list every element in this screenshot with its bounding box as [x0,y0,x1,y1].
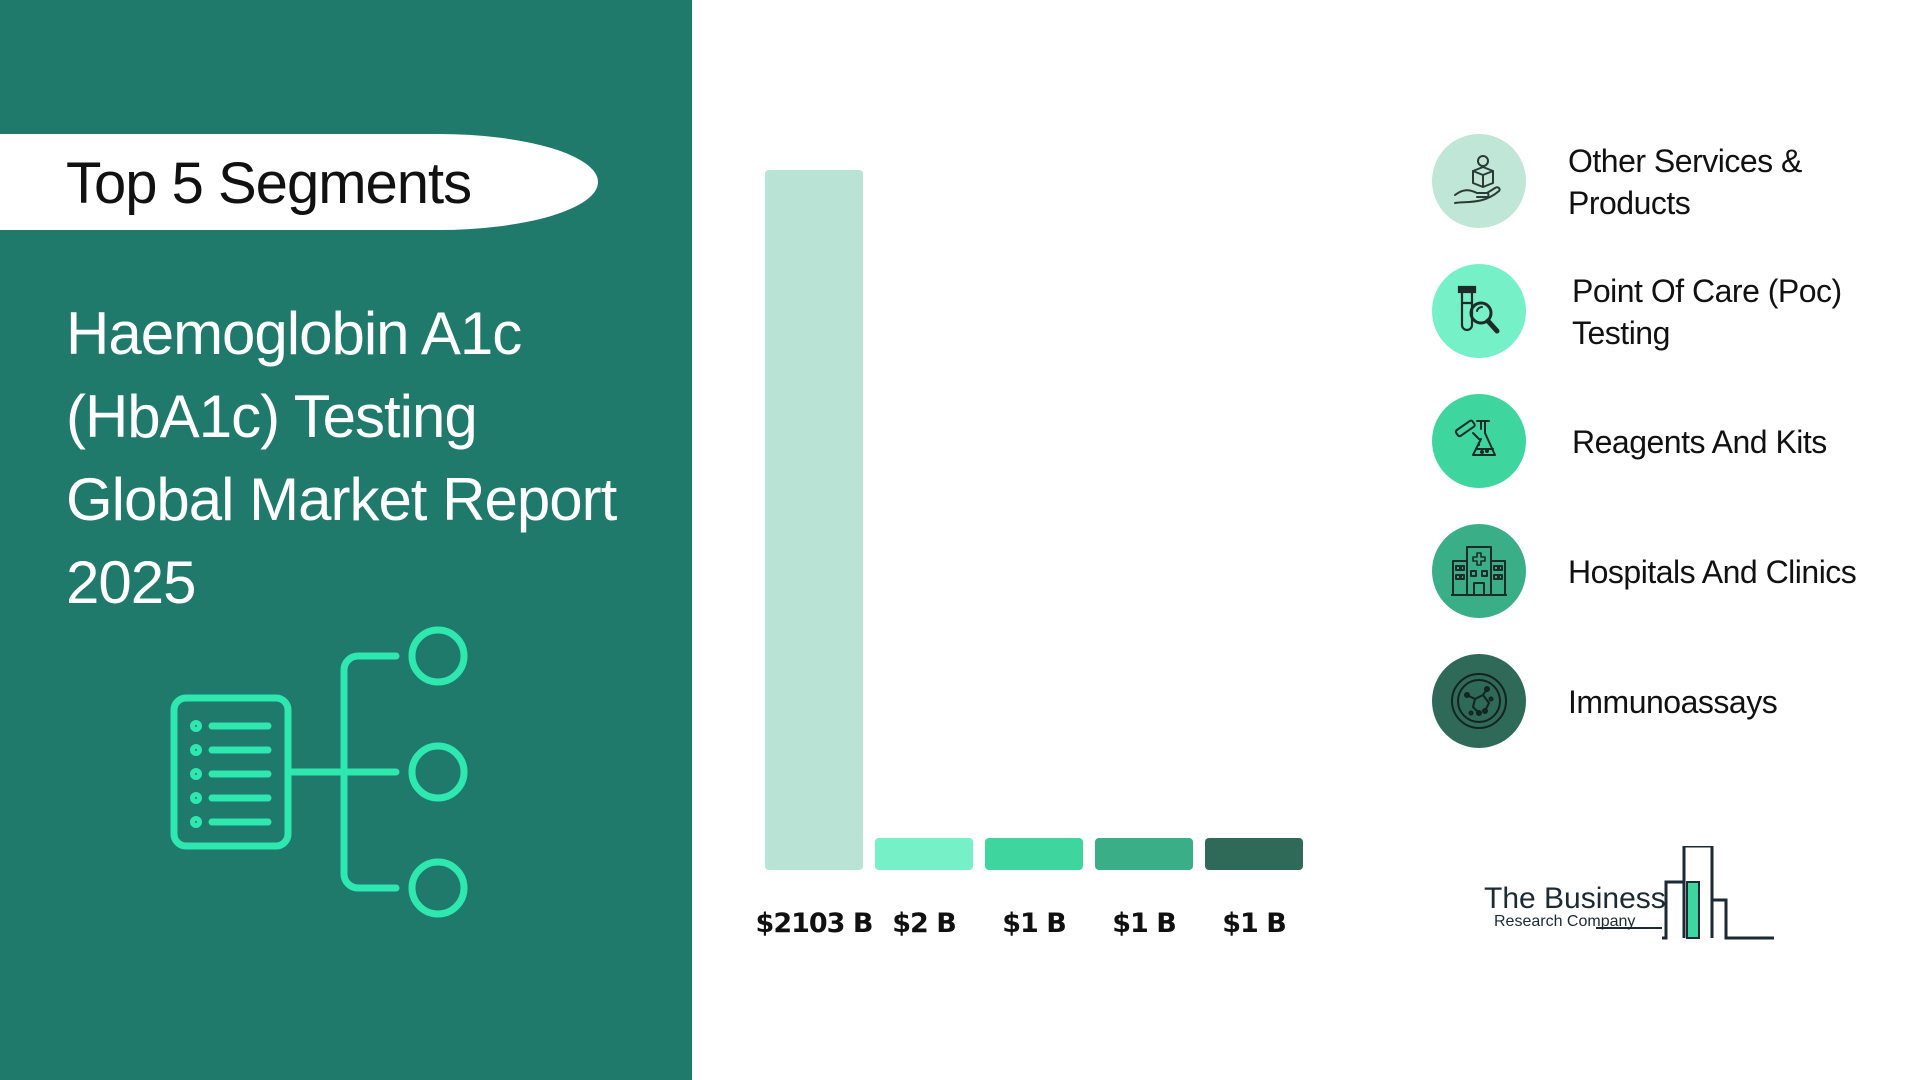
bar-value-label-2: $2 B [892,908,956,939]
report-title-line-3: Global Market Report [66,466,617,533]
bar-2 [875,838,973,870]
bar-value-label-4: $1 B [1112,908,1176,939]
bar-value-label-3: $1 B [1002,908,1066,939]
legend-item-point-of-care: Point Of Care (Poc) Testing [1432,264,1902,360]
legend-label: Reagents And Kits [1572,424,1827,460]
logo-line-1: The Business [1484,882,1666,915]
list-tree-icon [170,626,468,918]
hospital-building-icon [1432,524,1526,618]
legend-item-other-services: Other Services & Products [1432,134,1902,230]
legend-label: Point Of Care (Poc) Testing [1572,273,1842,351]
test-tube-magnifier-icon [1432,264,1526,358]
flask-pipette-icon [1432,394,1526,488]
report-title-line-2: (HbA1c) Testing [66,383,478,450]
bar-chart: $2103 B $2 B $1 B $1 B $1 B [756,170,1303,939]
petri-dish-icon [1432,654,1526,748]
legend-item-hospitals-clinics: Hospitals And Clinics [1432,524,1902,620]
bar-5 [1205,838,1303,870]
legend-item-immunoassays: Immunoassays [1432,654,1902,750]
bar-3 [985,838,1083,870]
segments-badge-text: Top 5 Segments [66,151,472,216]
legend-item-reagents-kits: Reagents And Kits [1432,394,1902,490]
bar-1 [765,170,863,870]
legend-label: Immunoassays [1568,684,1778,720]
hand-box-gear-icon [1432,134,1526,228]
logo-line-2: Research Company [1494,913,1635,930]
report-title: Haemoglobin A1c (HbA1c) Testing Global M… [66,292,666,624]
report-title-line-1: Haemoglobin A1c [66,300,522,367]
company-logo: The Business Research Company [1484,846,1774,940]
bar-value-label-5: $1 B [1222,908,1286,939]
segments-badge: Top 5 Segments [0,134,598,230]
legend-label: Hospitals And Clinics [1568,554,1857,590]
legend-label: Other Services & Products [1568,143,1802,221]
report-title-line-4: 2025 [66,549,196,616]
bar-4 [1095,838,1193,870]
left-panel: Top 5 Segments Haemoglobin A1c (HbA1c) T… [0,0,692,1080]
bar-value-label-1: $2103 B [756,908,873,939]
